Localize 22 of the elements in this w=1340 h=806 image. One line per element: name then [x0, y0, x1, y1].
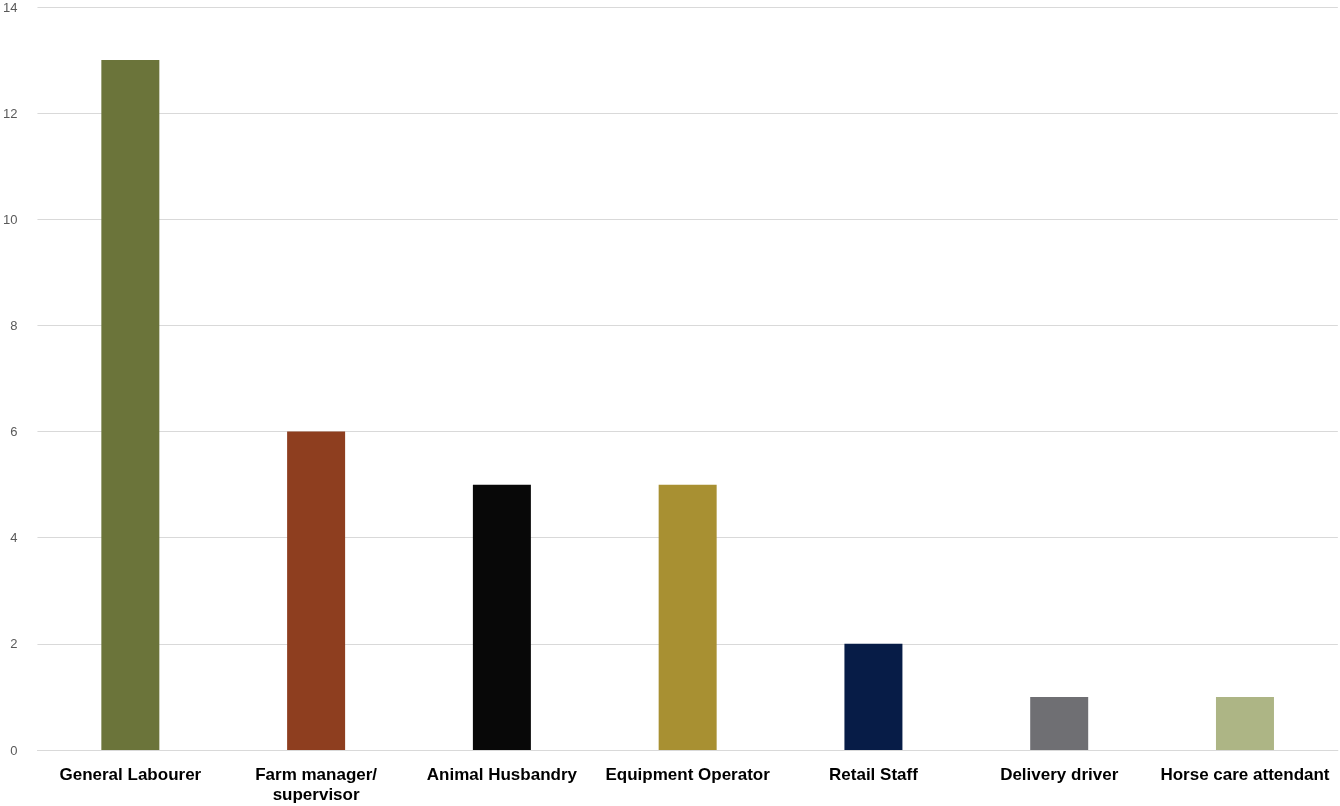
- y-tick-label: 0: [10, 742, 18, 758]
- x-tick-label: Equipment Operator: [605, 764, 771, 784]
- y-tick-label: 12: [2, 105, 18, 121]
- x-tick-label: Farm manager/supervisor: [255, 764, 378, 804]
- y-tick-label: 6: [10, 424, 18, 440]
- bar: [658, 484, 717, 750]
- bar: [1215, 696, 1274, 750]
- y-tick-label: 8: [10, 317, 18, 333]
- x-tick-label: Horse care attendant: [1160, 764, 1330, 784]
- bar: [101, 60, 160, 750]
- x-tick-label: General Labourer: [59, 764, 202, 784]
- bar: [1030, 696, 1089, 750]
- x-tick-label: Animal Husbandry: [426, 764, 578, 784]
- y-tick-label: 10: [2, 211, 18, 227]
- bar: [287, 431, 346, 750]
- y-tick-label: 4: [10, 530, 18, 546]
- y-tick-label: 14: [2, 0, 18, 15]
- y-tick-label: 2: [10, 636, 18, 652]
- x-tick-label: Delivery driver: [1000, 764, 1119, 784]
- x-tick-label: Retail Staff: [829, 764, 919, 784]
- bar: [844, 643, 903, 750]
- bar: [472, 484, 531, 750]
